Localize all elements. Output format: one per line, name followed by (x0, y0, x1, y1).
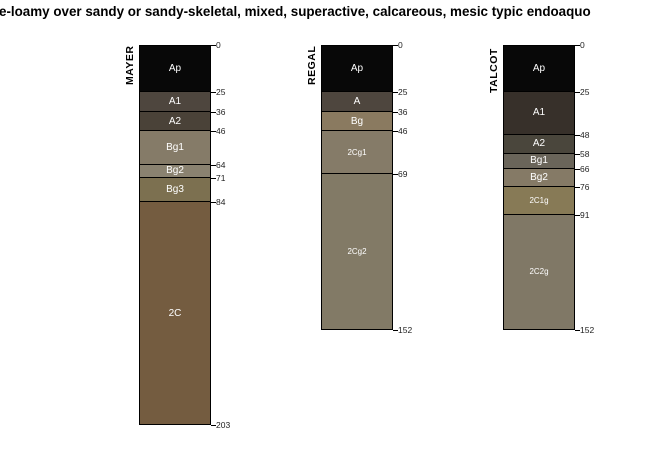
depth-tick (211, 131, 216, 133)
depth-label: 0 (580, 40, 585, 50)
depth-label: 152 (398, 324, 413, 335)
horizon-2cg1: 2Cg1 (321, 131, 393, 175)
depth-tick (211, 177, 216, 179)
horizon-2c: 2C (139, 202, 211, 425)
depth-label: 46 (216, 126, 226, 137)
depth-tick (211, 91, 216, 93)
depth-tick (211, 164, 216, 166)
depth-label: 36 (216, 107, 226, 118)
depth-tick (575, 168, 580, 170)
profile-name: MAYER (124, 45, 136, 85)
depth-tick (211, 425, 216, 426)
depth-label: 69 (398, 169, 408, 180)
horizon-a2: A2 (139, 112, 211, 132)
horizon-bg3: Bg3 (139, 177, 211, 203)
profile-name: REGAL (306, 45, 318, 85)
horizon-2cg2: 2Cg2 (321, 174, 393, 330)
depth-tick (211, 45, 216, 46)
horizon-a1: A1 (139, 91, 211, 113)
depth-tick (575, 215, 580, 217)
depth-tick (393, 45, 398, 46)
horizon-a1: A1 (503, 91, 575, 135)
depth-tick (393, 91, 398, 93)
depth-tick (393, 329, 398, 331)
depth-label: 91 (580, 210, 590, 221)
depth-label: 0 (216, 40, 221, 50)
depth-tick (393, 131, 398, 133)
diagram-title: e-loamy over sandy or sandy-skeletal, mi… (0, 4, 591, 19)
horizon-2c1g: 2C1g (503, 187, 575, 216)
horizon-bg2: Bg2 (503, 168, 575, 188)
depth-tick (575, 153, 580, 155)
depth-label: 25 (216, 86, 226, 97)
depth-label: 66 (580, 163, 590, 174)
depth-tick (393, 174, 398, 176)
horizon-ap: Ap (139, 45, 211, 92)
horizon-2c2g: 2C2g (503, 215, 575, 330)
profile-name: TALCOT (488, 47, 500, 93)
depth-label: 25 (580, 86, 590, 97)
depth-label: 71 (216, 172, 226, 183)
depth-label: 0 (398, 40, 403, 50)
depth-label: 36 (398, 107, 408, 118)
depth-label: 64 (216, 159, 226, 170)
horizon-a2: A2 (503, 134, 575, 154)
depth-tick (575, 45, 580, 46)
depth-label: 58 (580, 148, 590, 159)
depth-tick (575, 187, 580, 189)
depth-label: 25 (398, 86, 408, 97)
horizon-bg1: Bg1 (503, 153, 575, 169)
horizon-bg: Bg (321, 112, 393, 132)
depth-label: 46 (398, 126, 408, 137)
horizon-ap: Ap (321, 45, 393, 92)
horizon-a: A (321, 91, 393, 113)
depth-label: 152 (580, 324, 595, 335)
depth-tick (575, 91, 580, 93)
depth-label: 203 (216, 420, 231, 430)
horizon-ap: Ap (503, 45, 575, 92)
depth-label: 76 (580, 182, 590, 193)
horizon-bg2: Bg2 (139, 164, 211, 178)
horizon-bg1: Bg1 (139, 131, 211, 165)
depth-tick (393, 112, 398, 114)
depth-tick (211, 112, 216, 114)
depth-tick (575, 329, 580, 331)
depth-label: 84 (216, 197, 226, 208)
depth-label: 48 (580, 129, 590, 140)
depth-tick (211, 202, 216, 204)
depth-tick (575, 134, 580, 136)
